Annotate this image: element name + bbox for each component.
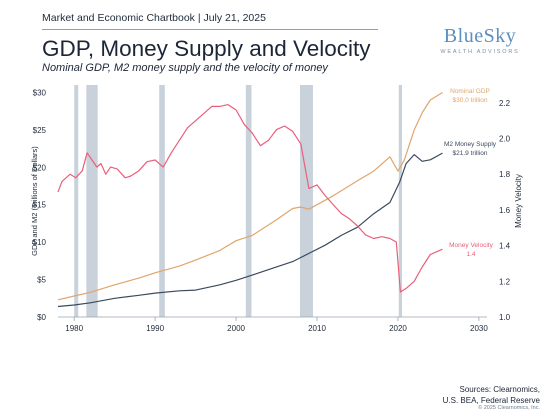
y-right-tick-label: 1.8	[499, 170, 511, 179]
series-end-value-label: $21.9 trillion	[452, 150, 487, 157]
x-tick-label: 1980	[65, 324, 83, 333]
recession-band	[245, 85, 252, 317]
series-line-money-velocity	[57, 104, 443, 293]
series-line-m2-money-supply	[57, 152, 443, 308]
y-right-tick-label: 1.0	[499, 313, 511, 322]
x-tick-label: 2030	[470, 324, 488, 333]
recession-band	[159, 85, 165, 317]
series-end-value-label: $30.0 trillion	[452, 97, 487, 104]
header-divider	[42, 29, 378, 30]
copyright-note: © 2025 Clearnomics, Inc.	[478, 405, 540, 411]
y-left-tick-label: $10	[33, 238, 47, 247]
header-kicker: Market and Economic Chartbook | July 21,…	[42, 12, 266, 24]
series-end-label: Nominal GDP	[450, 88, 490, 95]
y-left-tick-label: $25	[33, 126, 47, 135]
y-right-tick-label: 1.6	[499, 206, 511, 215]
series-end-value-label: 1.4	[466, 251, 475, 258]
y-right-tick-label: 2.0	[499, 135, 511, 144]
x-tick-label: 1990	[146, 324, 164, 333]
page-title: GDP, Money Supply and Velocity	[42, 36, 371, 61]
x-tick-label: 2010	[308, 324, 326, 333]
y-left-tick-label: $20	[33, 163, 47, 172]
sources-line-2: U.S. BEA, Federal Reserve	[442, 395, 540, 405]
recession-band	[86, 85, 98, 317]
recession-band	[74, 85, 79, 317]
y-right-tick-label: 2.2	[499, 99, 511, 108]
y-left-tick-label: $30	[33, 88, 47, 97]
y-right-tick-label: 1.4	[499, 242, 511, 251]
series-line-nominal-gdp	[57, 91, 443, 301]
sources-line-1: Sources: Clearnomics,	[459, 385, 540, 394]
series-end-label: M2 Money Supply	[444, 141, 497, 148]
series-end-label: Money Velocity	[449, 242, 493, 249]
brand-logo: BlueSky WEALTH ADVISORS	[430, 26, 530, 55]
recession-band	[300, 85, 313, 317]
y-left-tick-label: $15	[33, 201, 47, 210]
y-left-axis-title: GDP and M2 (Trillions of Dollars)	[30, 146, 39, 256]
logo-wordmark: BlueSky	[443, 25, 517, 47]
y-left-tick-label: $5	[37, 276, 46, 285]
logo-tagline: WEALTH ADVISORS	[440, 49, 520, 55]
recession-band	[398, 85, 403, 317]
y-right-tick-label: 1.2	[499, 277, 511, 286]
y-right-axis-title: Money Velocity	[514, 174, 523, 228]
x-tick-label: 2000	[227, 324, 245, 333]
y-left-tick-label: $0	[37, 313, 46, 322]
x-tick-label: 2020	[389, 324, 407, 333]
sources-note: Sources: Clearnomics, U.S. BEA, Federal …	[443, 385, 540, 407]
page-subtitle: Nominal GDP, M2 money supply and the vel…	[42, 62, 328, 74]
